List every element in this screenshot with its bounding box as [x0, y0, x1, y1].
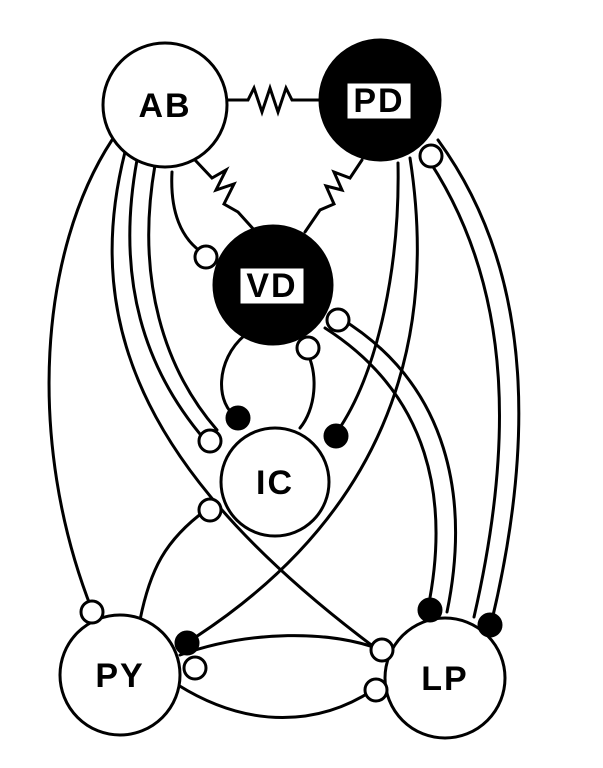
terminal-filled-lp-left — [417, 597, 443, 623]
node-lp: LP — [383, 616, 507, 740]
terminal-open-vd-right — [325, 307, 351, 333]
terminal-open-py-top — [79, 599, 105, 625]
connection-ab-ic-2 — [147, 163, 219, 432]
connection-ab-ic-1 — [128, 158, 207, 442]
terminal-open-vd-lower — [295, 335, 321, 361]
connection-pd-lp-2 — [420, 148, 501, 619]
synaptic-terminals — [79, 143, 503, 703]
connection-vd-lp-1 — [323, 326, 438, 610]
node-pd: PD — [318, 38, 442, 162]
node-py: PY — [58, 613, 182, 737]
connection-ab-vd — [170, 170, 208, 257]
node-label-py: PY — [95, 657, 144, 695]
resistor-pd-vd — [303, 158, 364, 234]
terminal-filled-lp-right — [477, 612, 503, 638]
connection-vd-lp-2 — [338, 316, 457, 614]
connection-pd-ic — [335, 161, 400, 434]
node-label-vd: VD — [246, 267, 297, 305]
node-vd: VD — [212, 224, 334, 346]
terminal-filled-py — [174, 630, 200, 656]
terminal-open-py-right — [182, 655, 208, 681]
node-label-lp: LP — [421, 660, 468, 698]
terminal-filled-ic-right — [323, 423, 349, 449]
terminal-open-pd-right — [418, 143, 444, 169]
connection-ic-py — [138, 508, 208, 622]
terminal-filled-ic-left — [225, 405, 251, 431]
resistor-ab-vd — [193, 158, 258, 234]
terminal-open-lp-top — [369, 637, 395, 663]
connections — [47, 138, 521, 719]
node-label-pd: PD — [353, 82, 404, 120]
terminal-open-ic-left — [197, 428, 223, 454]
connection-pd-py — [186, 156, 419, 644]
connection-vd-ic-left — [220, 333, 247, 420]
node-label-ic: IC — [256, 464, 294, 502]
electrical-couplings — [193, 83, 364, 234]
terminal-open-lp-left — [363, 677, 389, 703]
connection-py-lp-upper — [178, 634, 384, 657]
connection-ab-lp — [110, 150, 380, 652]
terminal-open-ic-lower — [197, 497, 223, 523]
node-label-ab: AB — [138, 87, 191, 125]
node-ab: AB — [101, 41, 229, 169]
connection-pd-lp-1 — [436, 138, 521, 622]
node-ic: IC — [219, 426, 331, 538]
resistor-ab-pd — [218, 83, 322, 117]
connection-ab-py — [47, 138, 114, 612]
connection-py-lp-lower — [176, 683, 375, 719]
terminal-open-vd-left — [193, 244, 219, 270]
